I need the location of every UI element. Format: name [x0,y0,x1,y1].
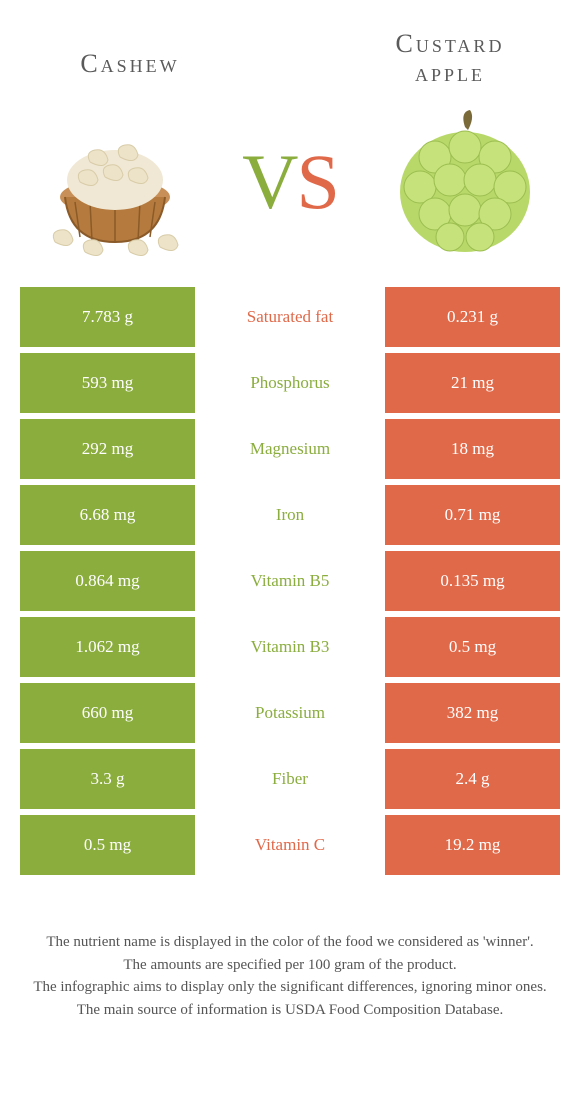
images-row: VS [0,87,580,287]
nutrient-row: 660 mgPotassium382 mg [20,683,560,743]
footer-line-4: The main source of information is USDA F… [20,999,560,1022]
nutrient-label: Potassium [195,683,385,743]
cashew-value: 292 mg [20,419,195,479]
nutrient-row: 292 mgMagnesium18 mg [20,419,560,479]
custard-apple-value: 0.71 mg [385,485,560,545]
cashew-value: 593 mg [20,353,195,413]
nutrient-row: 0.5 mgVitamin C19.2 mg [20,815,560,875]
title-custard-line2: apple [415,58,485,87]
nutrient-row: 0.864 mgVitamin B50.135 mg [20,551,560,611]
cashew-value: 1.062 mg [20,617,195,677]
footer-notes: The nutrient name is displayed in the co… [0,881,580,1021]
nutrient-row: 3.3 gFiber2.4 g [20,749,560,809]
custard-apple-image [380,102,550,262]
nutrient-row: 593 mgPhosphorus21 mg [20,353,560,413]
cashew-value: 660 mg [20,683,195,743]
header: Cashew Custard apple [0,0,580,87]
custard-apple-value: 0.231 g [385,287,560,347]
footer-line-3: The infographic aims to display only the… [20,976,560,999]
cashew-value: 6.68 mg [20,485,195,545]
cashew-value: 0.5 mg [20,815,195,875]
nutrient-label: Magnesium [195,419,385,479]
custard-apple-value: 21 mg [385,353,560,413]
title-custard-line1: Custard [396,29,505,58]
footer-line-1: The nutrient name is displayed in the co… [20,931,560,954]
custard-apple-value: 0.135 mg [385,551,560,611]
footer-line-2: The amounts are specified per 100 gram o… [20,954,560,977]
custard-apple-value: 18 mg [385,419,560,479]
nutrient-row: 6.68 mgIron0.71 mg [20,485,560,545]
custard-apple-value: 19.2 mg [385,815,560,875]
nutrient-label: Vitamin C [195,815,385,875]
custard-apple-value: 0.5 mg [385,617,560,677]
nutrient-table: 7.783 gSaturated fat0.231 g593 mgPhospho… [0,287,580,875]
nutrient-label: Fiber [195,749,385,809]
nutrient-label: Saturated fat [195,287,385,347]
title-cashew: Cashew [40,30,220,79]
cashew-value: 7.783 g [20,287,195,347]
title-custard-apple: Custard apple [360,30,540,87]
nutrient-label: Vitamin B3 [195,617,385,677]
nutrient-label: Phosphorus [195,353,385,413]
cashew-value: 3.3 g [20,749,195,809]
cashew-value: 0.864 mg [20,551,195,611]
custard-apple-icon [380,102,550,262]
custard-apple-value: 382 mg [385,683,560,743]
nutrient-label: Iron [195,485,385,545]
vs-s: S [296,138,337,225]
vs-v: V [242,138,296,225]
cashew-image [30,102,200,262]
custard-apple-value: 2.4 g [385,749,560,809]
vs-label: VS [242,137,338,227]
cashew-icon [30,102,200,262]
nutrient-label: Vitamin B5 [195,551,385,611]
nutrient-row: 7.783 gSaturated fat0.231 g [20,287,560,347]
nutrient-row: 1.062 mgVitamin B30.5 mg [20,617,560,677]
